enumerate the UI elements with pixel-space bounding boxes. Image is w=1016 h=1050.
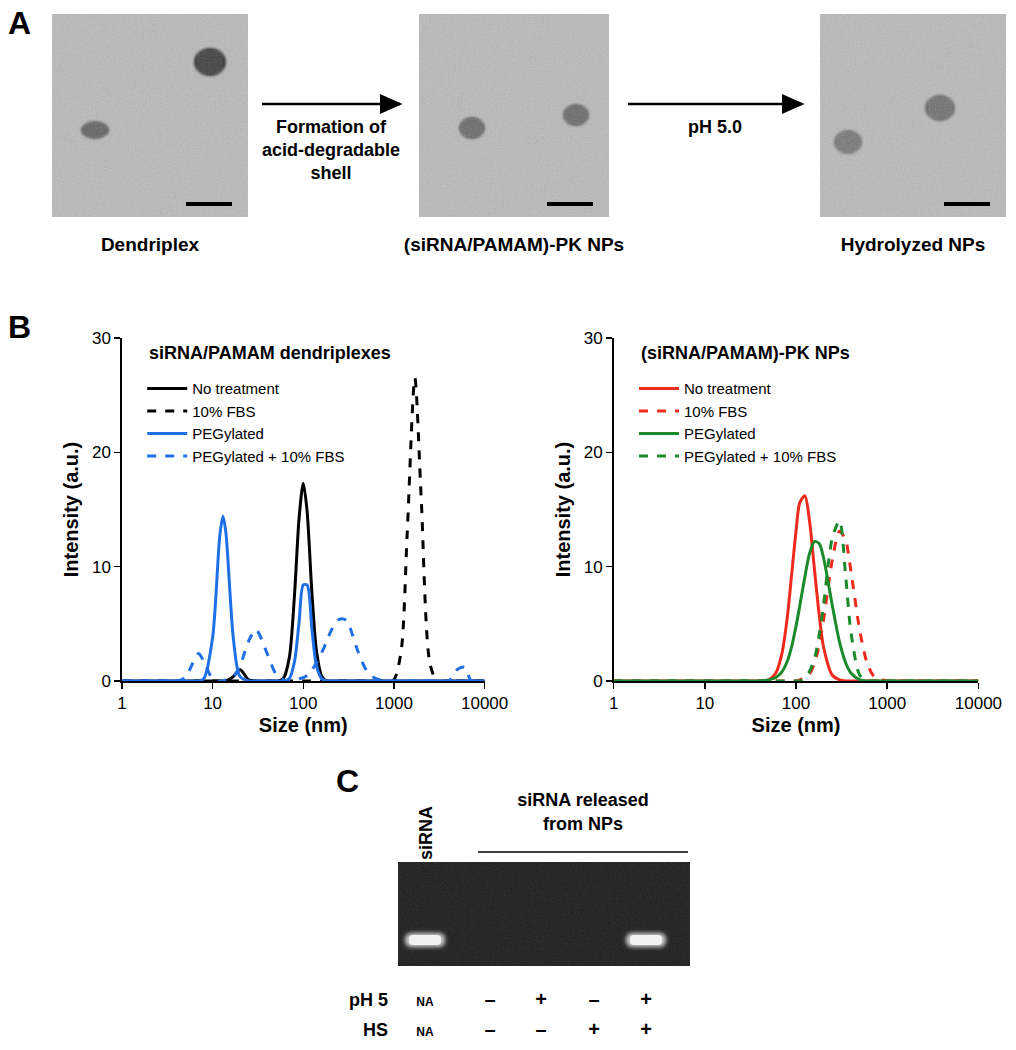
svg-text:10% FBS: 10% FBS xyxy=(684,403,747,420)
svg-text:+: + xyxy=(588,1018,600,1040)
svg-text:100: 100 xyxy=(289,694,317,713)
svg-text:–: – xyxy=(588,988,599,1010)
svg-text:20: 20 xyxy=(92,443,111,462)
svg-text:Size (nm): Size (nm) xyxy=(259,714,348,736)
svg-text:–: – xyxy=(484,988,495,1010)
svg-text:20: 20 xyxy=(584,443,603,462)
svg-text:pH 5.0: pH 5.0 xyxy=(688,117,742,137)
svg-text:B: B xyxy=(8,309,31,345)
svg-text:–: – xyxy=(535,1018,546,1040)
svg-text:pH 5: pH 5 xyxy=(349,990,388,1010)
svg-text:Dendriplex: Dendriplex xyxy=(101,234,200,255)
svg-text:10: 10 xyxy=(695,694,714,713)
svg-text:Intensity (a.u.): Intensity (a.u.) xyxy=(60,442,82,578)
svg-text:A: A xyxy=(8,5,31,41)
svg-text:–: – xyxy=(484,1018,495,1040)
svg-text:10: 10 xyxy=(584,558,603,577)
svg-text:10: 10 xyxy=(92,558,111,577)
svg-text:1000: 1000 xyxy=(375,694,413,713)
svg-text:10000: 10000 xyxy=(955,694,1002,713)
svg-text:PEGylated: PEGylated xyxy=(684,425,756,442)
svg-text:Size (nm): Size (nm) xyxy=(752,714,841,736)
svg-text:PEGylated: PEGylated xyxy=(192,425,264,442)
svg-text:shell: shell xyxy=(310,163,351,183)
svg-text:+: + xyxy=(535,988,547,1010)
svg-text:No treatment: No treatment xyxy=(684,380,772,397)
svg-text:NA: NA xyxy=(416,995,434,1009)
svg-text:HS: HS xyxy=(363,1020,388,1040)
svg-text:+: + xyxy=(640,988,652,1010)
svg-text:10000: 10000 xyxy=(461,694,508,713)
svg-text:1: 1 xyxy=(609,694,618,713)
svg-text:1: 1 xyxy=(117,694,126,713)
svg-text:from NPs: from NPs xyxy=(543,814,623,834)
svg-text:10: 10 xyxy=(203,694,222,713)
svg-text:siRNA released: siRNA released xyxy=(517,790,648,810)
svg-text:(siRNA/PAMAM)-PK NPs: (siRNA/PAMAM)-PK NPs xyxy=(641,343,850,363)
svg-text:30: 30 xyxy=(92,329,111,348)
svg-text:1000: 1000 xyxy=(868,694,906,713)
svg-text:Hydrolyzed NPs: Hydrolyzed NPs xyxy=(841,234,986,255)
svg-text:100: 100 xyxy=(782,694,810,713)
svg-text:Intensity (a.u.): Intensity (a.u.) xyxy=(552,442,574,578)
svg-text:Formation of: Formation of xyxy=(276,117,387,137)
svg-text:NA: NA xyxy=(416,1025,434,1039)
svg-text:C: C xyxy=(336,763,359,799)
svg-text:(siRNA/PAMAM)-PK NPs: (siRNA/PAMAM)-PK NPs xyxy=(404,234,624,255)
svg-text:10% FBS: 10% FBS xyxy=(192,403,255,420)
svg-text:siRNA/PAMAM dendriplexes: siRNA/PAMAM dendriplexes xyxy=(149,343,391,363)
svg-text:siRNA: siRNA xyxy=(416,806,436,860)
svg-text:+: + xyxy=(640,1018,652,1040)
svg-text:0: 0 xyxy=(102,672,111,691)
svg-text:PEGylated + 10% FBS: PEGylated + 10% FBS xyxy=(192,448,344,465)
svg-text:30: 30 xyxy=(584,329,603,348)
svg-text:PEGylated + 10% FBS: PEGylated + 10% FBS xyxy=(684,448,836,465)
svg-text:No treatment: No treatment xyxy=(192,380,280,397)
svg-text:0: 0 xyxy=(593,672,602,691)
svg-text:acid-degradable: acid-degradable xyxy=(262,140,400,160)
